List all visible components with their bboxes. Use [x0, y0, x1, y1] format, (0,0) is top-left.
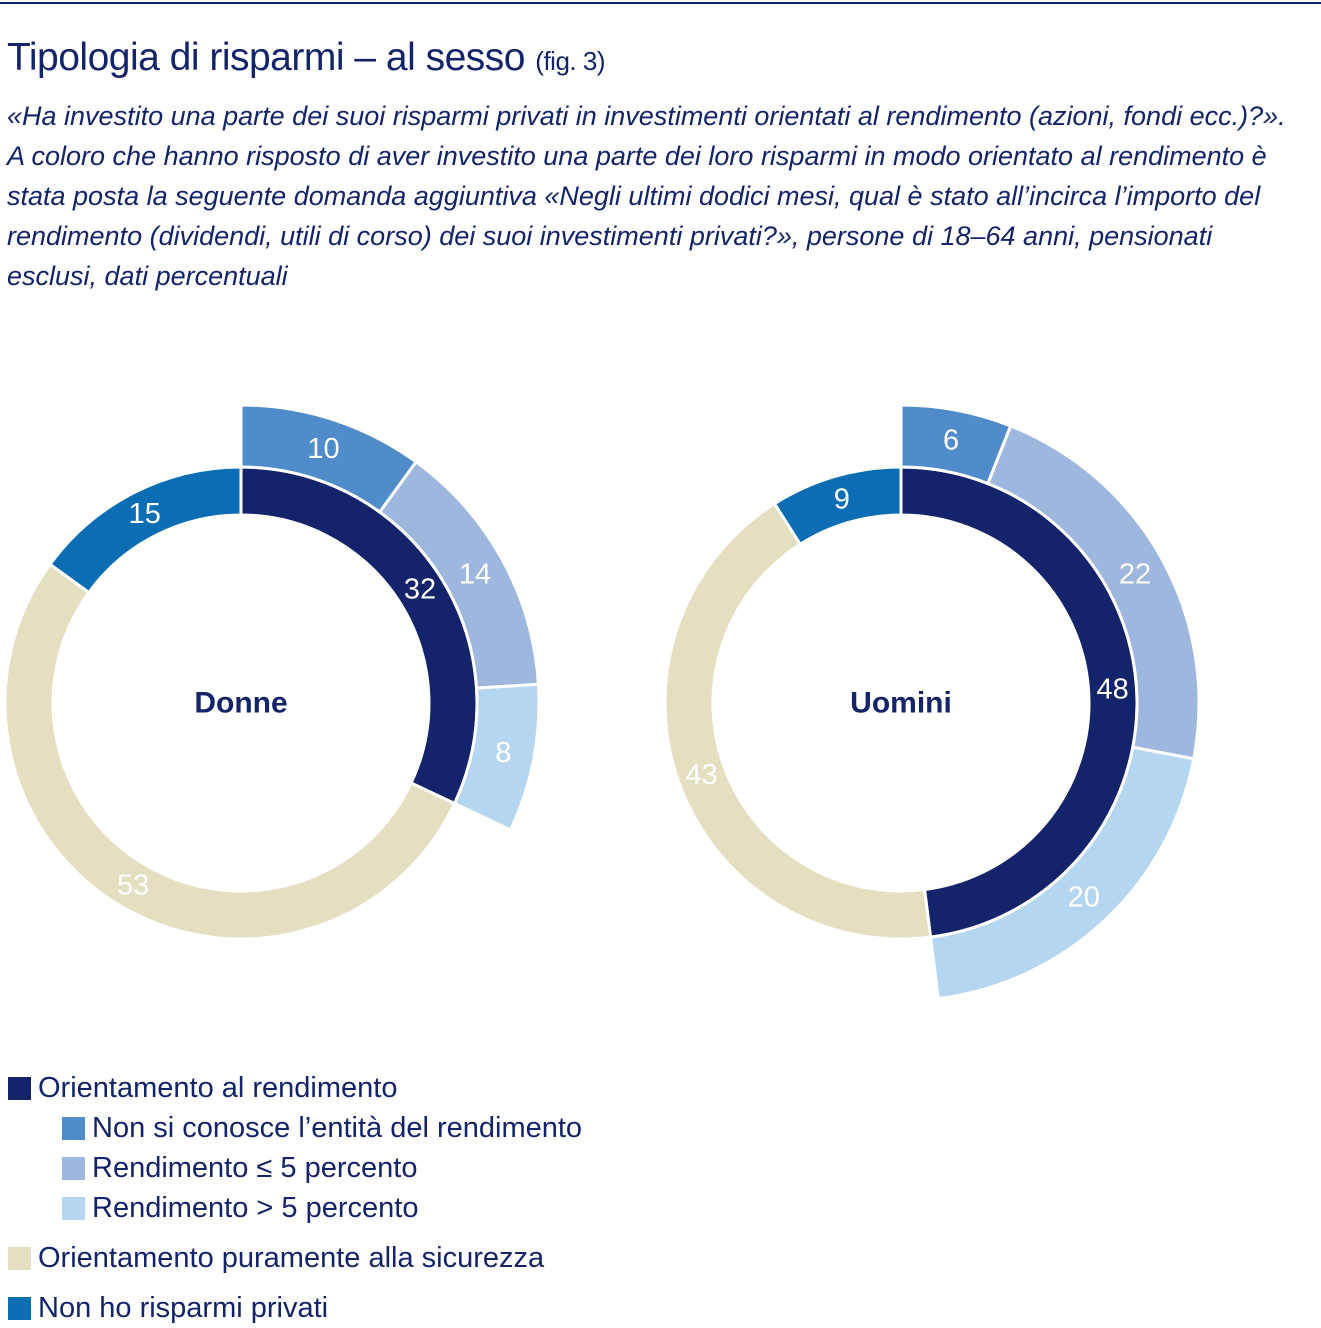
legend-swatch	[62, 1116, 85, 1140]
uomini-outer-label-gt5: 20	[1068, 882, 1100, 914]
uomini-slice-norisp	[772, 465, 903, 547]
donne-label-sicurezza: 53	[117, 869, 149, 901]
top-rule	[0, 2, 1321, 4]
donne-label-rend: 32	[404, 573, 436, 605]
uomini-label-rend: 48	[1096, 674, 1128, 706]
legend-swatch	[62, 1156, 85, 1180]
donne-center-label: Donne	[194, 687, 287, 720]
donne-outer-label-gt5: 8	[495, 737, 511, 769]
donne-outer-label-le5: 14	[459, 558, 491, 590]
legend-label: Orientamento al rendimento	[38, 1071, 398, 1104]
legend-label: Non si conosce l’entità del rendimento	[92, 1111, 583, 1144]
uomini-label-norisp: 9	[834, 483, 850, 515]
uomini-outer-slice-gt5	[928, 745, 1196, 1001]
figure-number: (fig. 3)	[535, 46, 605, 76]
donne-outer-label-nonconosce: 10	[307, 433, 339, 465]
uomini-center-label: Uomini	[850, 687, 952, 720]
uomini-label-sicurezza: 43	[685, 759, 717, 791]
legend-swatch	[62, 1196, 85, 1220]
legend-label: Rendimento > 5 percento	[92, 1191, 419, 1224]
donne-outer-slice-gt5	[452, 682, 541, 832]
legend: Orientamento al rendimento Non si conosce…	[8, 1068, 582, 1328]
legend-swatch	[8, 1076, 31, 1100]
chart-subtitle: «Ha investito una parte dei suoi risparm…	[7, 101, 1286, 291]
legend-item-norisp: Non ho risparmi privati	[8, 1288, 582, 1328]
donne-label-norisp: 15	[129, 498, 161, 530]
legend-item-sicurezza: Orientamento puramente alla sicurezza	[8, 1238, 582, 1278]
legend-label: Non ho risparmi privati	[38, 1291, 329, 1324]
chart-title: Tipologia di risparmi – al sesso (fig. 3…	[7, 36, 605, 80]
legend-item-gt5: Rendimento > 5 percento	[8, 1188, 582, 1228]
legend-label: Orientamento puramente alla sicurezza	[38, 1241, 545, 1274]
uomini-outer-label-le5: 22	[1119, 558, 1151, 590]
legend-swatch	[8, 1296, 31, 1320]
legend-label: Rendimento ≤ 5 percento	[92, 1151, 418, 1184]
legend-item-le5: Rendimento ≤ 5 percento	[8, 1148, 582, 1188]
donne-slice-sicurezza	[3, 562, 457, 941]
donut-charts: 32 53 15 10 14 8 Donne 48 43 9 6 22 20 Uomini	[3, 403, 1201, 1001]
uomini-slice-sicurezza	[663, 501, 933, 941]
legend-swatch	[8, 1246, 31, 1270]
title-text: Tipologia di risparmi – al sesso	[7, 36, 525, 79]
legend-item-nonconosce: Non si conosce l’entità del rendimento	[8, 1108, 582, 1148]
uomini-outer-label-nonconosce: 6	[943, 425, 959, 457]
legend-item-rend: Orientamento al rendimento	[8, 1068, 582, 1108]
